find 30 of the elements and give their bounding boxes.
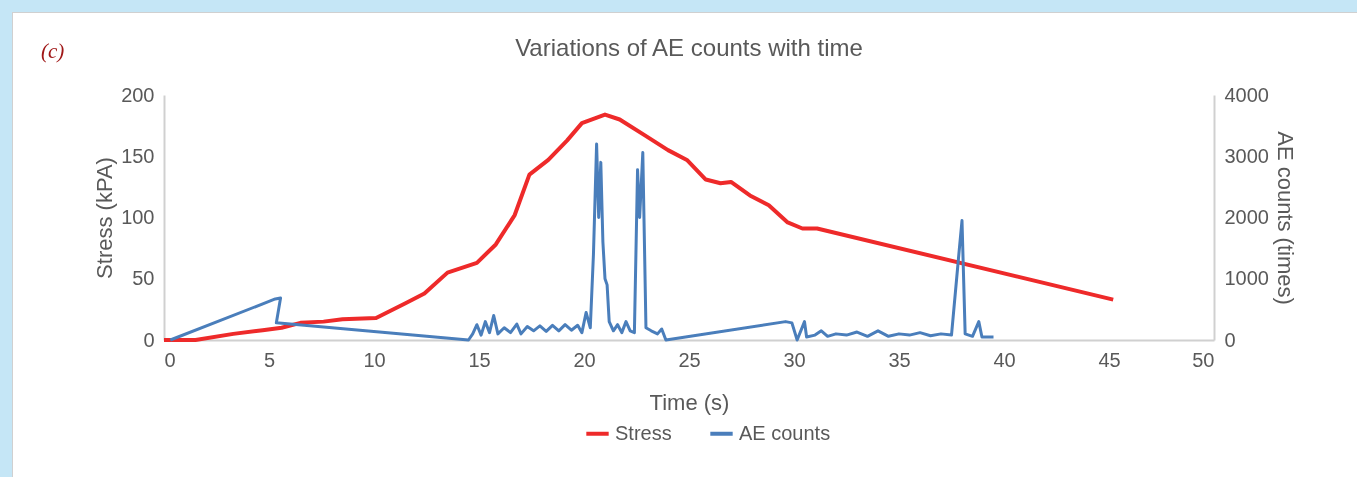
y2-tick-label: 1000 <box>1224 267 1269 290</box>
x-tick-label: 45 <box>1098 348 1121 371</box>
x-tick-label: 5 <box>263 348 276 371</box>
x-tick-label: 35 <box>888 348 911 371</box>
x-tick-label: 0 <box>164 348 176 371</box>
y2-tick-label: 3000 <box>1224 144 1269 167</box>
y-tick-label: 150 <box>121 144 155 167</box>
x-tick-label: 25 <box>678 348 701 371</box>
x-tick-label: 20 <box>573 348 596 371</box>
y2-axis-title: AE counts (times) <box>1272 131 1298 305</box>
y-axis-title: Stress (kPA) <box>92 157 118 279</box>
y-tick-label: 0 <box>143 328 155 351</box>
y-tick-label: 50 <box>132 267 155 290</box>
y-tick-label: 200 <box>121 83 155 106</box>
line-series <box>168 142 995 342</box>
text: (c) <box>41 39 65 64</box>
x-tick-label: 10 <box>363 348 386 371</box>
legend-label: AE counts <box>739 421 831 444</box>
x-tick-label: 40 <box>993 348 1016 371</box>
x-tick-label: 15 <box>468 348 491 371</box>
line-series <box>162 112 1116 342</box>
y2-tick-label: 2000 <box>1224 206 1269 228</box>
y2-tick-label: 0 <box>1224 328 1236 351</box>
chart-title: Variations of AE counts with time <box>515 34 863 61</box>
x-tick-label: 50 <box>1192 348 1215 371</box>
x-tick-label: 30 <box>783 348 806 371</box>
legend-label: Stress <box>615 421 672 444</box>
y-tick-label: 100 <box>121 206 155 228</box>
x-axis-title: Time (s) <box>649 389 730 415</box>
y2-tick-label: 4000 <box>1224 83 1269 106</box>
